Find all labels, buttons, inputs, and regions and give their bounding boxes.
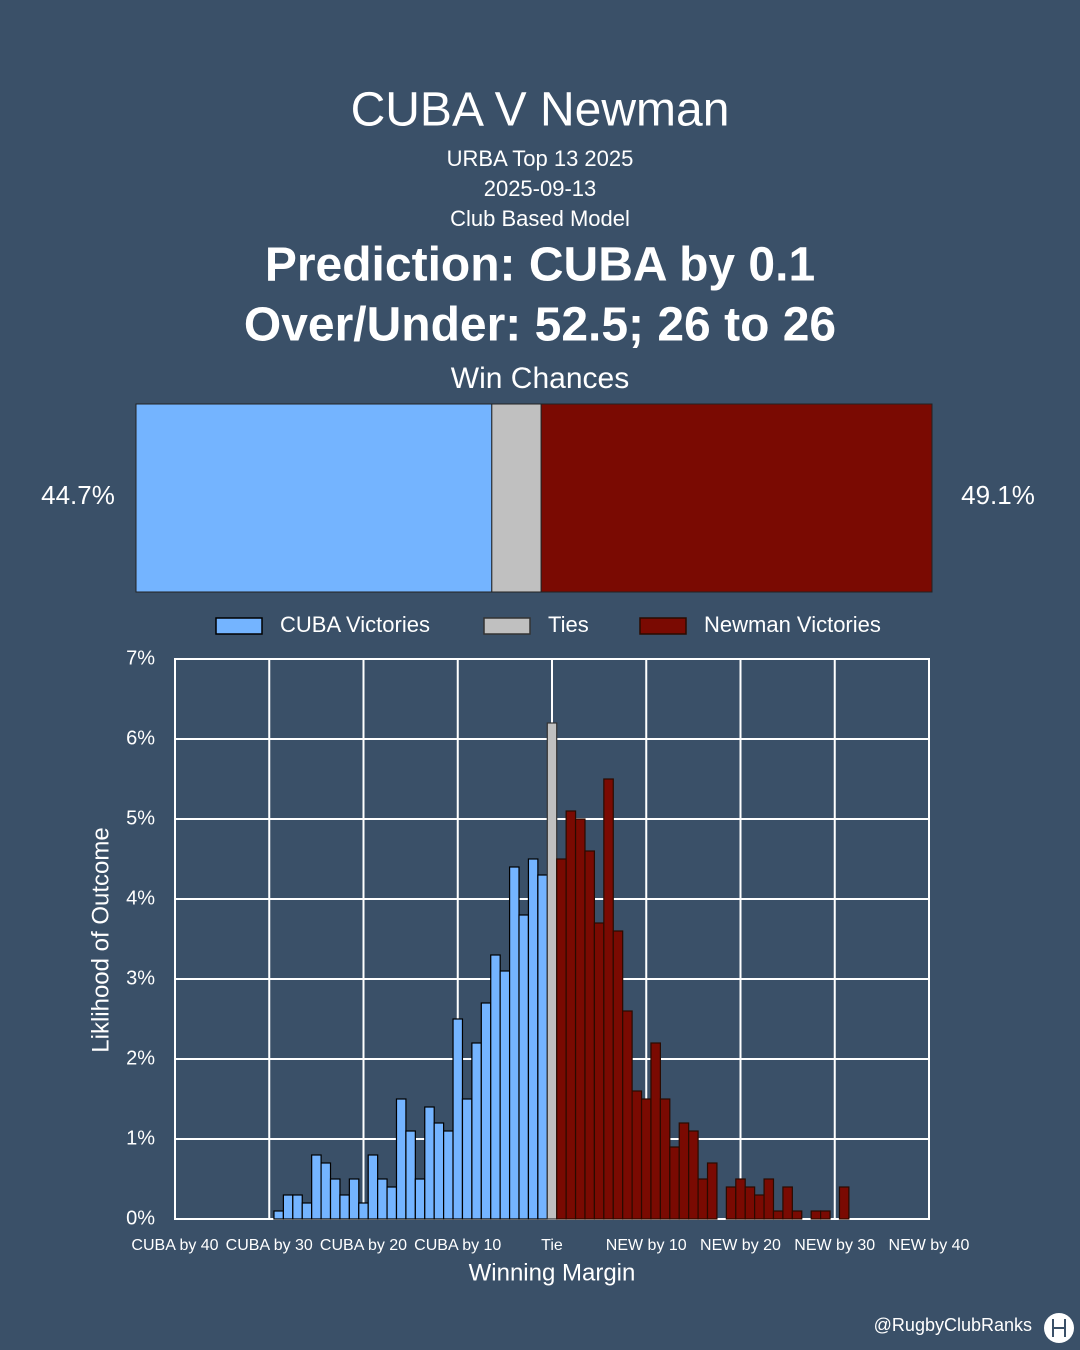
- y-tick-label: 6%: [126, 727, 155, 749]
- histogram-bar: [603, 778, 614, 1220]
- histogram-bar: [782, 1186, 793, 1220]
- histogram-bar: [320, 1162, 332, 1220]
- win-chances-title: Win Chances: [451, 362, 629, 395]
- y-tick-label: 7%: [126, 647, 155, 669]
- histogram-bar: [697, 1178, 709, 1220]
- win-chance-bar: [540, 403, 933, 593]
- x-tick-label: CUBA by 30: [226, 1237, 313, 1254]
- y-tick-label: 0%: [126, 1207, 155, 1229]
- histogram-bar: [395, 1098, 407, 1220]
- win-chance-label: 49.1%: [961, 480, 1035, 510]
- histogram-bar: [659, 1098, 671, 1220]
- histogram-bar: [650, 1042, 661, 1220]
- x-axis-label: Winning Margin: [469, 1259, 636, 1286]
- y-tick-label: 4%: [126, 887, 155, 909]
- legend-swatch: [483, 617, 531, 635]
- legend-label: CUBA Victories: [280, 612, 430, 637]
- win-chance-bar: [491, 403, 542, 593]
- x-tick-label: CUBA by 20: [320, 1237, 407, 1254]
- histogram-bar: [273, 1210, 284, 1220]
- histogram-bar: [367, 1154, 379, 1220]
- histogram-bar: [584, 850, 596, 1220]
- y-tick-label: 3%: [126, 967, 155, 989]
- subtitle: URBA Top 13 2025: [447, 146, 634, 171]
- histogram-bar: [744, 1186, 756, 1220]
- histogram-bar: [810, 1210, 822, 1220]
- histogram-bar: [282, 1194, 294, 1220]
- subtitle: Club Based Model: [450, 206, 630, 231]
- histogram-bar: [772, 1210, 784, 1220]
- logo-mark: [1052, 1319, 1066, 1337]
- legend-swatch: [639, 617, 687, 635]
- histogram-bar: [593, 922, 605, 1220]
- histogram-bar: [735, 1178, 746, 1220]
- histogram-bar: [508, 866, 520, 1220]
- y-tick-label: 1%: [126, 1127, 155, 1149]
- histogram-bar: [725, 1186, 737, 1220]
- title: CUBA V Newman: [351, 84, 730, 137]
- histogram-bar: [377, 1178, 388, 1220]
- histogram-bar: [820, 1210, 831, 1220]
- y-tick-label: 5%: [126, 807, 155, 829]
- histogram-bar: [329, 1178, 341, 1220]
- legend-label: Ties: [548, 612, 589, 637]
- histogram-bar: [348, 1178, 360, 1220]
- histogram-bar: [301, 1202, 313, 1220]
- histogram-bar: [537, 874, 548, 1220]
- histogram-bar: [424, 1106, 435, 1220]
- histogram-bar: [565, 810, 577, 1220]
- over-under: Over/Under: 52.5; 26 to 26: [244, 299, 836, 352]
- y-axis-label: Liklihood of Outcome: [87, 827, 114, 1052]
- histogram-bar: [499, 970, 511, 1220]
- histogram-bar: [678, 1122, 690, 1220]
- prediction: Prediction: CUBA by 0.1: [265, 239, 815, 292]
- x-tick-label: NEW by 40: [889, 1237, 970, 1254]
- histogram-bar: [358, 1202, 369, 1220]
- histogram-bar: [763, 1178, 775, 1220]
- histogram-bar: [612, 930, 624, 1220]
- histogram-bar: [452, 1018, 464, 1220]
- x-tick-label: NEW by 10: [606, 1237, 687, 1254]
- histogram-bar: [311, 1154, 322, 1220]
- histogram-bar: [386, 1186, 398, 1220]
- histogram-bar: [631, 1090, 643, 1220]
- histogram-bar: [480, 1002, 492, 1220]
- histogram-bar: [706, 1162, 718, 1220]
- histogram-bar: [669, 1146, 680, 1220]
- histogram-bar: [490, 954, 501, 1220]
- x-tick-label: CUBA by 10: [414, 1237, 501, 1254]
- legend-label: Newman Victories: [704, 612, 881, 637]
- histogram-bar: [405, 1130, 416, 1220]
- histogram-bar: [414, 1178, 426, 1220]
- histogram-bar: [518, 914, 530, 1220]
- histogram-bar: [640, 1098, 652, 1220]
- histogram-bar: [546, 722, 558, 1220]
- subtitle: 2025-09-13: [484, 176, 597, 201]
- histogram-bar: [754, 1194, 765, 1220]
- histogram-bar: [527, 858, 539, 1220]
- histogram-bar: [688, 1130, 699, 1220]
- x-tick-label: CUBA by 40: [131, 1237, 218, 1254]
- histogram-bar: [574, 818, 586, 1220]
- x-tick-label: NEW by 30: [794, 1237, 875, 1254]
- histogram-bar: [339, 1194, 350, 1220]
- legend-swatch: [215, 617, 263, 635]
- win-chance-bar: [135, 403, 493, 593]
- histogram-bar: [461, 1098, 473, 1220]
- y-tick-label: 2%: [126, 1047, 155, 1069]
- histogram-bar: [556, 858, 567, 1220]
- x-tick-label: NEW by 20: [700, 1237, 781, 1254]
- histogram-bar: [791, 1210, 803, 1220]
- histogram-bar: [443, 1130, 454, 1220]
- histogram-bar: [838, 1186, 850, 1220]
- histogram-bar: [622, 1010, 633, 1220]
- credit: @RugbyClubRanks: [874, 1315, 1032, 1335]
- histogram-bar: [471, 1042, 482, 1220]
- histogram-bar: [433, 1122, 445, 1220]
- x-tick-label: Tie: [541, 1237, 563, 1254]
- win-chance-label: 44.7%: [41, 480, 115, 510]
- histogram-bar: [292, 1194, 303, 1220]
